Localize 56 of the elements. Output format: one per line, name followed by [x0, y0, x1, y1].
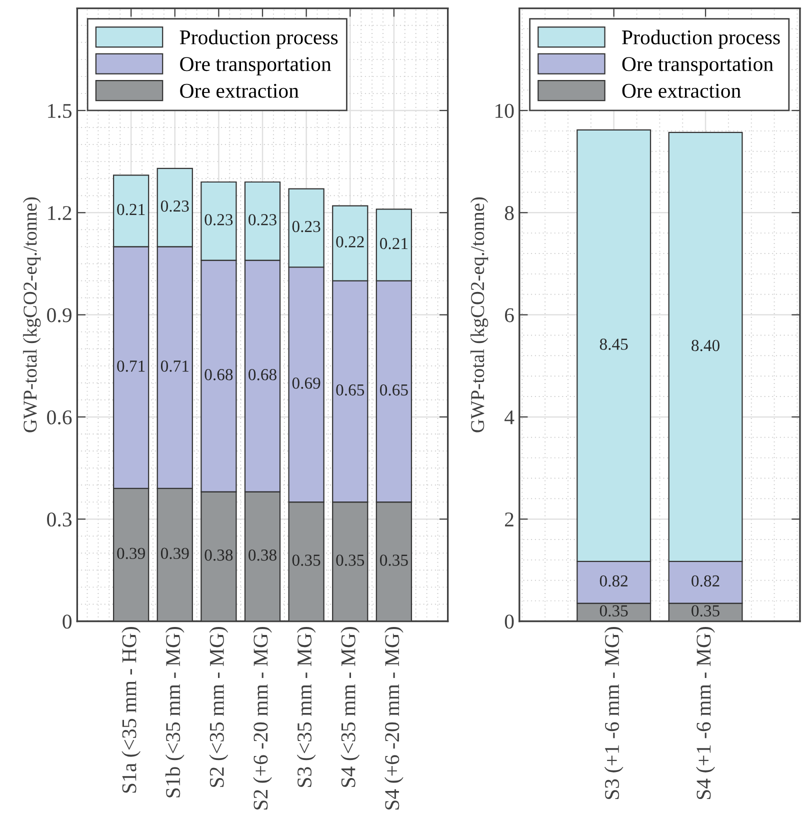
y-tick-label: 1.5	[48, 104, 72, 118]
data-label: 0.35	[692, 605, 720, 617]
data-label: 0.23	[204, 214, 233, 226]
x-tick-label: S2 (+6 -20 mm - MG)	[253, 627, 272, 810]
data-label: 0.23	[248, 214, 276, 226]
y-tick-label: 10	[496, 104, 514, 118]
legend-label: Production process	[180, 30, 338, 49]
data-label: 0.21	[380, 238, 408, 250]
data-label: 0.71	[160, 360, 188, 372]
y-tick-label: 8	[504, 206, 514, 220]
y-tick-label: 0	[62, 614, 72, 629]
y-tick-label: 0	[504, 614, 514, 629]
data-label: 0.22	[336, 236, 364, 248]
data-label: 0.35	[336, 554, 364, 566]
x-tick-label: S4 (<35 mm - MG)	[340, 627, 360, 787]
data-label: 0.35	[600, 605, 628, 617]
data-label: 8.45	[600, 338, 628, 350]
data-label: 0.35	[380, 554, 408, 566]
data-label: 0.69	[292, 378, 320, 389]
data-label: 0.82	[692, 575, 720, 587]
data-label: 0.68	[248, 369, 276, 380]
x-tick-label: S4 (+1 -6 mm - MG)	[696, 627, 715, 800]
data-label: 0.65	[380, 384, 408, 396]
x-tick-label: S3 (+1 -6 mm - MG)	[604, 627, 624, 800]
y-tick-label: 4	[504, 410, 514, 424]
data-label: 0.65	[336, 384, 364, 396]
data-label: 0.38	[248, 549, 276, 561]
y-tick-label: 6	[505, 308, 514, 322]
legend-label: Ore extraction	[622, 84, 741, 98]
legend-label: Production process	[622, 30, 780, 49]
data-label: 0.82	[600, 575, 628, 587]
y-tick-label: 2	[505, 512, 514, 526]
x-tick-label: S1b (<35 mm - MG)	[165, 627, 184, 798]
data-label: 0.21	[117, 204, 145, 216]
y-tick-label: 0.9	[47, 308, 72, 322]
legend-label: Ore extraction	[180, 84, 299, 98]
data-label: 0.71	[117, 360, 145, 372]
x-tick-label: S1a (<35 mm - HG)	[122, 627, 141, 793]
x-tick-label: S3 (<35 mm - MG)	[296, 627, 316, 787]
data-label: 0.35	[292, 554, 320, 566]
data-label: 0.68	[204, 369, 233, 380]
data-label: 0.39	[160, 548, 189, 560]
y-axis-title: GWP-total (kgCO2-eq./tonne)	[23, 197, 41, 432]
y-tick-label: 0.3	[47, 512, 72, 527]
legend-label: Ore transportation	[180, 57, 332, 76]
data-label: 0.23	[160, 200, 189, 212]
x-tick-label: S2 (<35 mm - MG)	[209, 627, 228, 787]
data-label: 0.23	[292, 220, 320, 232]
y-tick-label: 1.2	[48, 206, 72, 220]
data-label: 8.40	[692, 340, 720, 352]
y-tick-label: 0.6	[47, 410, 72, 424]
data-label: 0.38	[204, 549, 233, 561]
data-label: 0.39	[117, 548, 145, 560]
x-tick-label: S4 (+6 -20 mm - MG)	[384, 627, 404, 810]
y-axis-title: GWP-total (kgCO2-eq./tonne)	[470, 197, 488, 432]
legend-label: Ore transportation	[622, 57, 774, 76]
